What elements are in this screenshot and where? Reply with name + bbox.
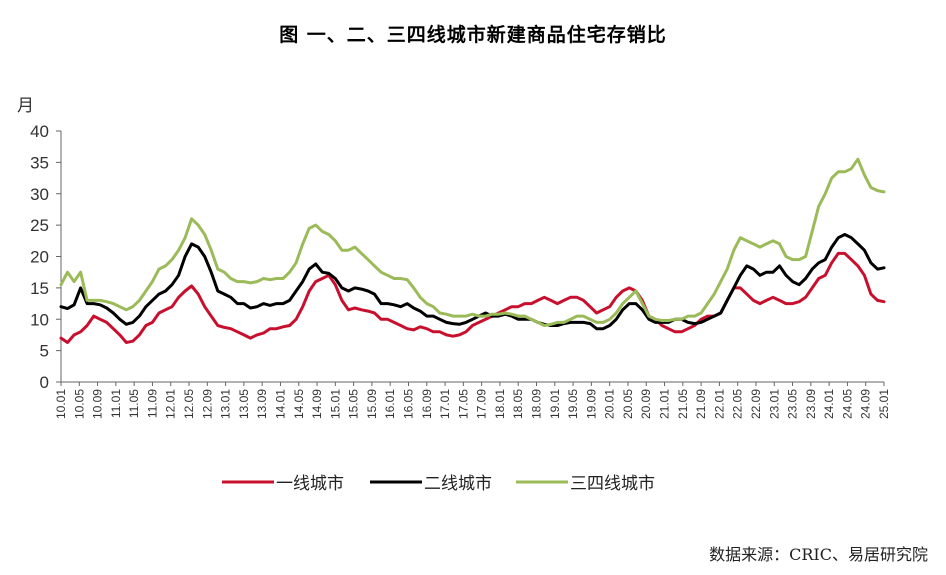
x-tick-label: 21.05 [676, 389, 690, 419]
x-tick-label: 18.01 [493, 389, 507, 419]
x-tick-label: 13.05 [237, 389, 251, 419]
x-tick-label: 16.01 [383, 389, 397, 419]
x-tick-label: 24.01 [822, 389, 836, 419]
x-tick-label: 13.09 [255, 389, 269, 419]
x-tick-label: 10.05 [72, 389, 86, 419]
x-tick-label: 18.05 [511, 389, 525, 419]
y-tick-label: 35 [30, 153, 49, 172]
series-line-2 [59, 233, 886, 331]
x-tick-label: 22.05 [731, 389, 745, 419]
x-tick-label: 10.01 [54, 389, 68, 419]
x-tick-label: 15.05 [347, 389, 361, 419]
x-tick-label: 24.09 [859, 389, 873, 419]
y-tick-label: 20 [30, 248, 49, 267]
y-tick-label: 15 [30, 279, 49, 298]
x-tick-label: 16.09 [420, 389, 434, 419]
x-tick-label: 11.05 [127, 389, 141, 418]
x-tick-label: 12.09 [200, 389, 214, 419]
y-tick-label: 10 [30, 310, 49, 329]
y-axis: 0 5 10 15 20 25 30 35 40 [30, 122, 62, 392]
x-tick-label: 19.05 [566, 389, 580, 419]
x-tick-label: 15.01 [328, 389, 342, 419]
x-tick-label: 12.01 [164, 389, 178, 419]
x-tick-label: 20.09 [639, 389, 653, 419]
x-tick-label: 17.09 [475, 389, 489, 419]
y-tick-label: 0 [40, 373, 49, 392]
x-tick-label: 19.09 [584, 389, 598, 419]
x-tick-label: 11.01 [109, 389, 123, 418]
legend-label-1: 一线城市 [276, 474, 344, 494]
x-tick-label: 18.09 [530, 389, 544, 419]
y-tick-label: 40 [30, 122, 49, 141]
legend-label-3: 三四线城市 [570, 474, 655, 494]
x-tick-label: 17.01 [438, 389, 452, 419]
y-axis-label: 月 [17, 96, 34, 115]
series-line-1 [59, 251, 886, 344]
x-tick-label: 21.09 [694, 389, 708, 419]
x-tick-label: 14.01 [273, 389, 287, 419]
x-tick-label: 19.01 [548, 389, 562, 419]
x-tick-label: 20.01 [603, 389, 617, 419]
y-tick-label: 5 [40, 342, 49, 361]
x-tick-label: 10.09 [91, 389, 105, 419]
x-tick-label: 14.09 [310, 389, 324, 419]
x-tick-label: 24.05 [840, 389, 854, 419]
x-tick-label: 20.05 [621, 389, 635, 419]
x-tick-label: 11.09 [145, 389, 159, 418]
legend: 一线城市 二线城市 三四线城市 [222, 474, 655, 494]
data-source-note: 数据来源：CRIC、易居研究院 [709, 545, 928, 564]
x-tick-label: 15.09 [365, 389, 379, 419]
x-tick-label: 16.05 [401, 389, 415, 419]
x-tick-label: 21.01 [658, 389, 672, 419]
series-lines [59, 157, 886, 344]
x-tick-label: 13.01 [219, 389, 233, 419]
x-tick-label: 23.01 [767, 389, 781, 419]
x-tick-label: 25.01 [877, 389, 891, 419]
x-tick-label: 17.05 [456, 389, 470, 419]
x-tick-label: 22.09 [749, 389, 763, 419]
series-line-3 [59, 157, 886, 327]
y-tick-label: 30 [30, 185, 49, 204]
x-tick-label: 23.09 [804, 389, 818, 419]
x-axis: 10.01 10.05 10.09 11.01 11.05 11.09 12.01 12.05… [54, 381, 891, 419]
x-tick-label: 14.05 [292, 389, 306, 419]
x-tick-label: 23.05 [786, 389, 800, 419]
chart-title: 图 一、二、三四线城市新建商品住宅存销比 [279, 24, 667, 46]
y-tick-label: 25 [30, 216, 49, 235]
legend-label-2: 二线城市 [424, 474, 492, 494]
x-tick-label: 12.05 [182, 389, 196, 419]
x-tick-label: 22.01 [712, 389, 726, 419]
